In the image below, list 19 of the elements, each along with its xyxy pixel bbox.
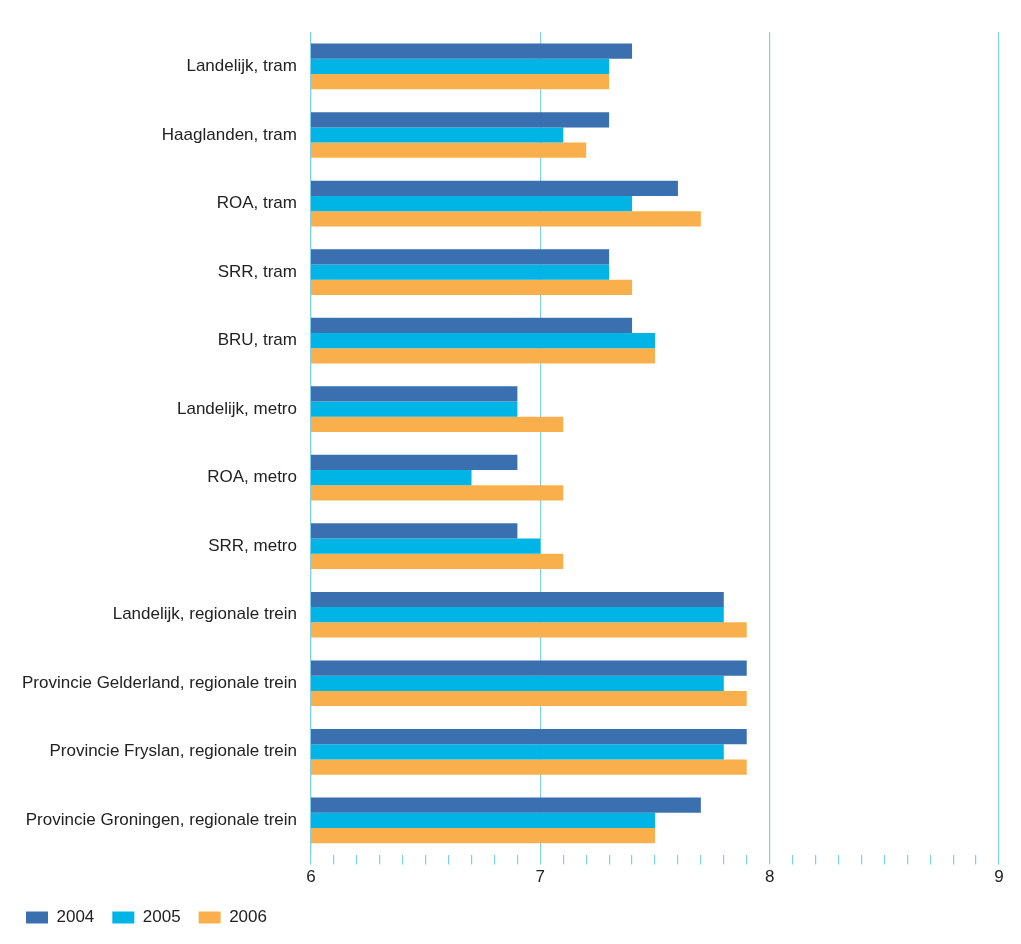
x-tick-label: 7 <box>535 867 546 887</box>
y-tick-label: Landelijk, regionale trein <box>112 604 297 624</box>
y-tick-label: SRR, metro <box>208 535 297 555</box>
y-tick-label: BRU, tram <box>217 330 297 350</box>
legend-label: 2004 <box>56 907 95 927</box>
y-tick-label: Haaglanden, tram <box>161 124 297 144</box>
x-tick-label: 6 <box>306 867 316 887</box>
y-tick-label: Provincie Fryslan, regionale trein <box>49 741 297 761</box>
y-tick-label: ROA, metro <box>207 467 297 487</box>
y-tick-label: ROA, tram <box>216 193 297 213</box>
legend-label: 2006 <box>229 907 267 927</box>
y-tick-label: Landelijk, metro <box>176 398 297 418</box>
y-tick-label: Landelijk, tram <box>186 56 297 76</box>
legend-label: 2005 <box>142 907 181 927</box>
y-tick-label: SRR, tram <box>217 261 297 281</box>
x-tick-label: 8 <box>764 867 775 887</box>
x-tick-label: 9 <box>994 867 1004 887</box>
y-tick-label: Provincie Groningen, regionale trein <box>25 810 297 830</box>
y-tick-label: Provincie Gelderland, regionale trein <box>21 672 297 692</box>
